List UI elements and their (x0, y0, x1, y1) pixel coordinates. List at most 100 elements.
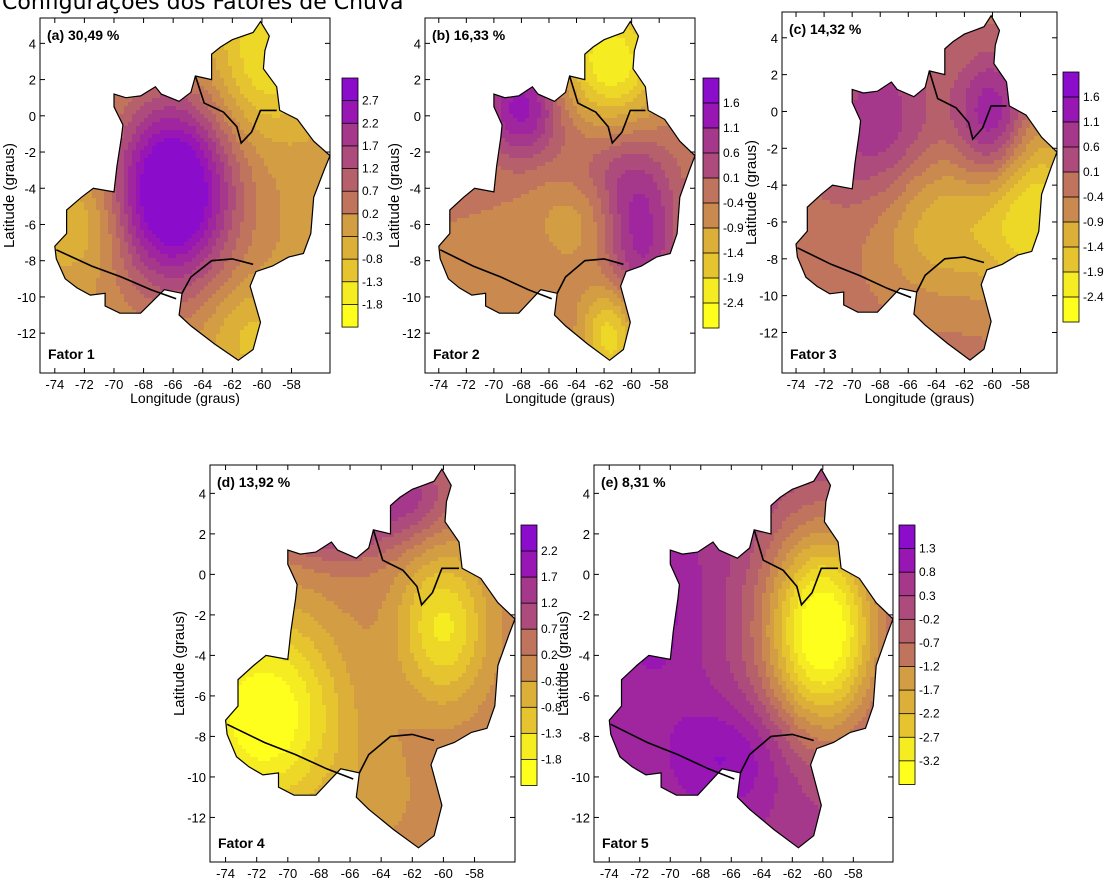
x-tick-label: -72 (815, 377, 834, 392)
colorbar-tick-label: -0.3 (541, 674, 562, 688)
x-tick-label: -70 (843, 377, 862, 392)
x-tick-label: -70 (661, 866, 680, 881)
contour-field (796, 15, 1057, 361)
colorbar-tick-label: -0.9 (1083, 215, 1104, 229)
map-panel-5: -74 -72 -70 -68 -66 -64 -62 -60 -58 4 2 0 -2 -4 -6 -8 -1… (555, 464, 940, 882)
panel-title: (d) 13,92 % (217, 474, 291, 490)
y-tick-label: 4 (199, 486, 206, 501)
x-axis-label: Longitude (graus) (130, 390, 240, 406)
figure-caption: Configurações dos Fatores de Chuva (2, 0, 403, 15)
colorbar-band (1063, 97, 1079, 123)
y-tick-label: -4 (194, 648, 206, 663)
colorbar-tick-label: 1.1 (1083, 115, 1100, 129)
map-panel-1: -74 -72 -70 -68 -66 -64 -62 -60 -58 4 2 0 -2 -4 -6 -8 -1… (1, 17, 383, 406)
x-tick-label: -72 (247, 866, 266, 881)
x-tick-label: -70 (278, 866, 297, 881)
x-tick-label: -60 (434, 866, 453, 881)
y-tick-label: 2 (583, 527, 590, 542)
x-tick-label: -72 (75, 377, 94, 392)
colorbar-tick-label: -0.3 (362, 229, 383, 243)
colorbar-band (342, 304, 358, 328)
map-panel-2: -74 -72 -70 -68 -66 -64 -62 -60 -58 4 2 0 -2 -4 -6 -8 -1… (386, 17, 744, 406)
colorbar-band (703, 78, 719, 104)
x-tick-label: -68 (691, 866, 710, 881)
colorbar-band (521, 733, 537, 760)
colorbar: 2.7 2.2 1.7 1.2 0.7 0.2 -0.3 -0.8 -1.3 -1.8 (341, 77, 383, 328)
colorbar-tick-label: -1.3 (541, 726, 562, 740)
y-tick-label: -8 (24, 254, 36, 269)
region-outline (608, 467, 894, 849)
colorbar-band (703, 103, 719, 129)
colorbar-band (1063, 172, 1079, 198)
colorbar-tick-label: -0.7 (919, 636, 940, 650)
y-tick-label: 2 (414, 73, 421, 88)
y-tick-label: -4 (766, 178, 778, 193)
y-tick-label: -8 (409, 254, 421, 269)
colorbar-tick-label: 1.6 (723, 96, 740, 110)
colorbar-band (899, 548, 915, 573)
colorbar-band (703, 128, 719, 154)
region-outline (54, 20, 331, 362)
colorbar-tick-label: 0.7 (541, 622, 558, 636)
colorbar-tick-label: 1.7 (362, 139, 379, 153)
colorbar-band (1063, 222, 1079, 248)
y-tick-label: -10 (571, 770, 590, 785)
colorbar-band (1063, 272, 1079, 298)
plot-frame (209, 464, 516, 863)
colorbar-band (342, 145, 358, 170)
colorbar-tick-label: -1.4 (723, 246, 744, 260)
x-tick-label: -70 (105, 377, 124, 392)
colorbar-tick-label: -2.2 (919, 707, 940, 721)
y-tick-label: 0 (583, 567, 590, 582)
colorbar-band (1063, 197, 1079, 223)
y-tick-label: -4 (24, 181, 36, 196)
colorbar-tick-label: 2.7 (362, 94, 379, 108)
colorbar-tick-label: 1.3 (919, 542, 936, 556)
colorbar-band (899, 737, 915, 762)
x-tick-label: -68 (512, 377, 531, 392)
state-border (358, 733, 435, 774)
plot-frame (424, 17, 696, 374)
colorbar-band (703, 203, 719, 229)
colorbar-tick-label: 0.1 (723, 171, 740, 185)
y-tick-label: -4 (409, 181, 421, 196)
x-tick-label: -72 (457, 377, 476, 392)
colorbar-band (703, 178, 719, 204)
colorbar-band (521, 759, 537, 786)
colorbar-tick-label: -3.2 (919, 754, 940, 768)
x-tick-label: -74 (429, 377, 448, 392)
plot-frame (781, 11, 1058, 374)
colorbar-band (703, 153, 719, 179)
y-tick-label: -10 (759, 289, 778, 304)
colorbar-tick-label: 1.2 (541, 596, 558, 610)
state-border (568, 75, 646, 145)
y-tick-label: 0 (199, 567, 206, 582)
colorbar-band (342, 213, 358, 237)
y-tick-label: -2 (766, 141, 778, 156)
panel-title: (c) 14,32 % (789, 21, 862, 37)
x-tick-label: -66 (341, 866, 360, 881)
colorbar-band (899, 690, 915, 715)
x-axis-label: Longitude (graus) (865, 390, 975, 406)
colorbar-tick-label: -2.4 (1083, 290, 1104, 304)
colorbar-band (899, 713, 915, 738)
x-tick-label: -62 (783, 866, 802, 881)
y-tick-label: -12 (187, 810, 206, 825)
y-tick-label: -10 (187, 770, 206, 785)
y-tick-label: 2 (771, 68, 778, 83)
y-tick-label: -6 (578, 689, 590, 704)
y-tick-label: 0 (414, 109, 421, 124)
state-border (439, 249, 552, 300)
y-tick-label: -2 (578, 608, 590, 623)
colorbar: 1.6 1.1 0.6 0.1 -0.4 -0.9 -1.4 -1.9 -2.4 (702, 77, 744, 329)
x-tick-label: -72 (630, 866, 649, 881)
colorbar-band (521, 681, 537, 708)
y-tick-label: -2 (409, 145, 421, 160)
state-border (739, 733, 814, 774)
state-border (55, 249, 177, 300)
x-tick-label: -74 (45, 377, 64, 392)
colorbar-tick-label: -0.2 (919, 612, 940, 626)
x-tick-label: -68 (871, 377, 890, 392)
y-axis-label: Latitude (graus) (743, 140, 760, 245)
plot-frame (593, 464, 894, 863)
